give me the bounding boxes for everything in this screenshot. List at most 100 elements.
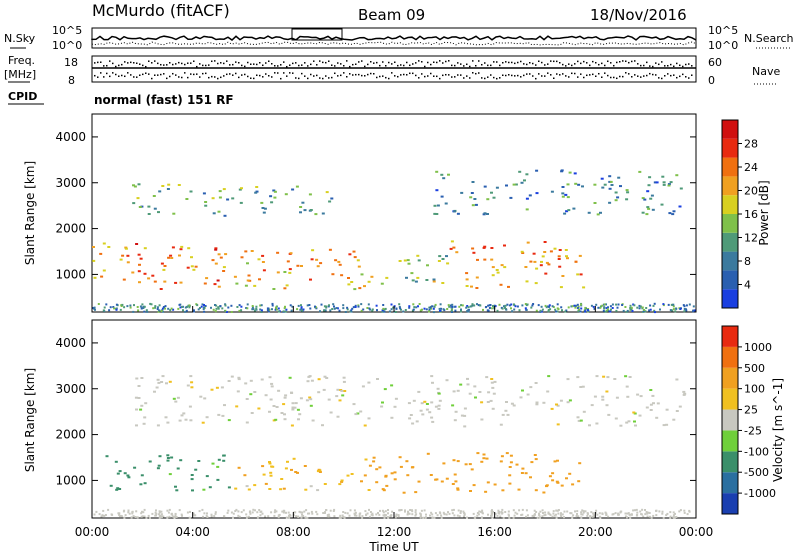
data-cell [601,395,605,398]
data-cell [282,511,285,514]
data-cell [487,391,491,394]
data-cell [503,266,507,269]
freq-dot [205,64,207,67]
data-cell [546,390,550,393]
data-cell [645,406,649,409]
data-cell [97,303,100,305]
data-cell [210,388,214,391]
data-cell [417,480,421,483]
freq-dot [100,61,102,63]
data-cell [573,172,577,175]
data-cell [636,511,639,514]
freq-dot [298,64,300,67]
data-cell [167,183,171,186]
data-cell [325,305,328,308]
data-cell [142,511,145,514]
data-cell [177,307,180,310]
freq-dot [478,60,480,62]
data-cell [437,407,441,410]
data-cell [558,249,562,251]
data-cell [577,307,580,310]
data-cell [216,478,220,481]
data-cell [641,197,645,200]
data-cell [245,513,248,516]
data-cell [561,186,565,188]
data-cell [552,306,555,308]
data-cell [430,416,434,419]
data-cell [131,271,135,274]
data-cell [350,473,354,475]
freq-dot [166,64,168,66]
data-cell [503,244,506,247]
data-cell [675,174,679,177]
data-cell [352,403,356,406]
data-cell [408,417,412,420]
data-cell [379,509,381,512]
data-cell [604,310,607,313]
data-cell [132,184,135,187]
data-cell [550,407,554,410]
data-cell [285,516,288,519]
nave-dot [349,73,351,75]
freq-dot [148,60,150,62]
data-cell [461,304,464,307]
freq-dot [232,63,234,66]
data-cell [371,514,374,517]
data-cell [565,309,568,312]
data-cell [509,454,513,457]
data-cell [380,405,384,408]
y-tick-label: 4000 [55,336,86,350]
data-cell [638,170,642,173]
data-cell [682,304,685,307]
power-ylabel: Slant Range [km] [23,161,37,265]
data-cell [245,398,249,400]
data-cell [142,307,145,309]
data-cell [357,265,361,268]
data-cell [381,488,385,491]
data-cell [290,391,293,394]
data-cell [476,514,479,517]
data-cell [584,510,587,513]
data-cell [223,404,226,407]
data-cell [493,304,496,307]
data-cell [647,184,651,187]
data-cell [143,508,146,511]
data-cell [274,418,278,421]
data-cell [551,305,554,308]
data-cell [402,491,406,494]
data-cell [274,308,277,311]
data-cell [471,247,475,250]
data-cell [148,460,152,463]
data-cell [147,514,150,517]
data-cell [483,245,487,248]
data-cell [584,306,587,309]
data-cell [409,414,413,416]
data-cell [407,402,411,405]
data-cell [108,309,111,312]
data-cell [204,204,208,207]
data-cell [360,309,363,312]
data-cell [554,308,557,311]
data-cell [644,310,647,313]
nave-dot [595,75,597,77]
nave-dot [337,75,339,77]
data-cell [619,185,622,188]
data-cell [169,254,173,257]
data-cell [419,309,422,312]
data-cell [491,516,494,519]
data-cell [456,487,460,490]
data-cell [415,306,418,309]
data-cell [508,516,511,519]
noise-tick-bottom-right: 10^0 [708,39,738,52]
nave-dot [640,76,642,78]
data-cell [230,375,234,378]
data-cell [649,197,653,200]
colorbar-frame [721,325,739,515]
data-cell [240,305,243,308]
data-cell [124,247,128,250]
nave-dot [526,73,528,75]
data-cell [460,308,462,311]
data-cell [598,512,601,515]
data-cell [578,462,582,465]
nave-dot [679,75,681,78]
